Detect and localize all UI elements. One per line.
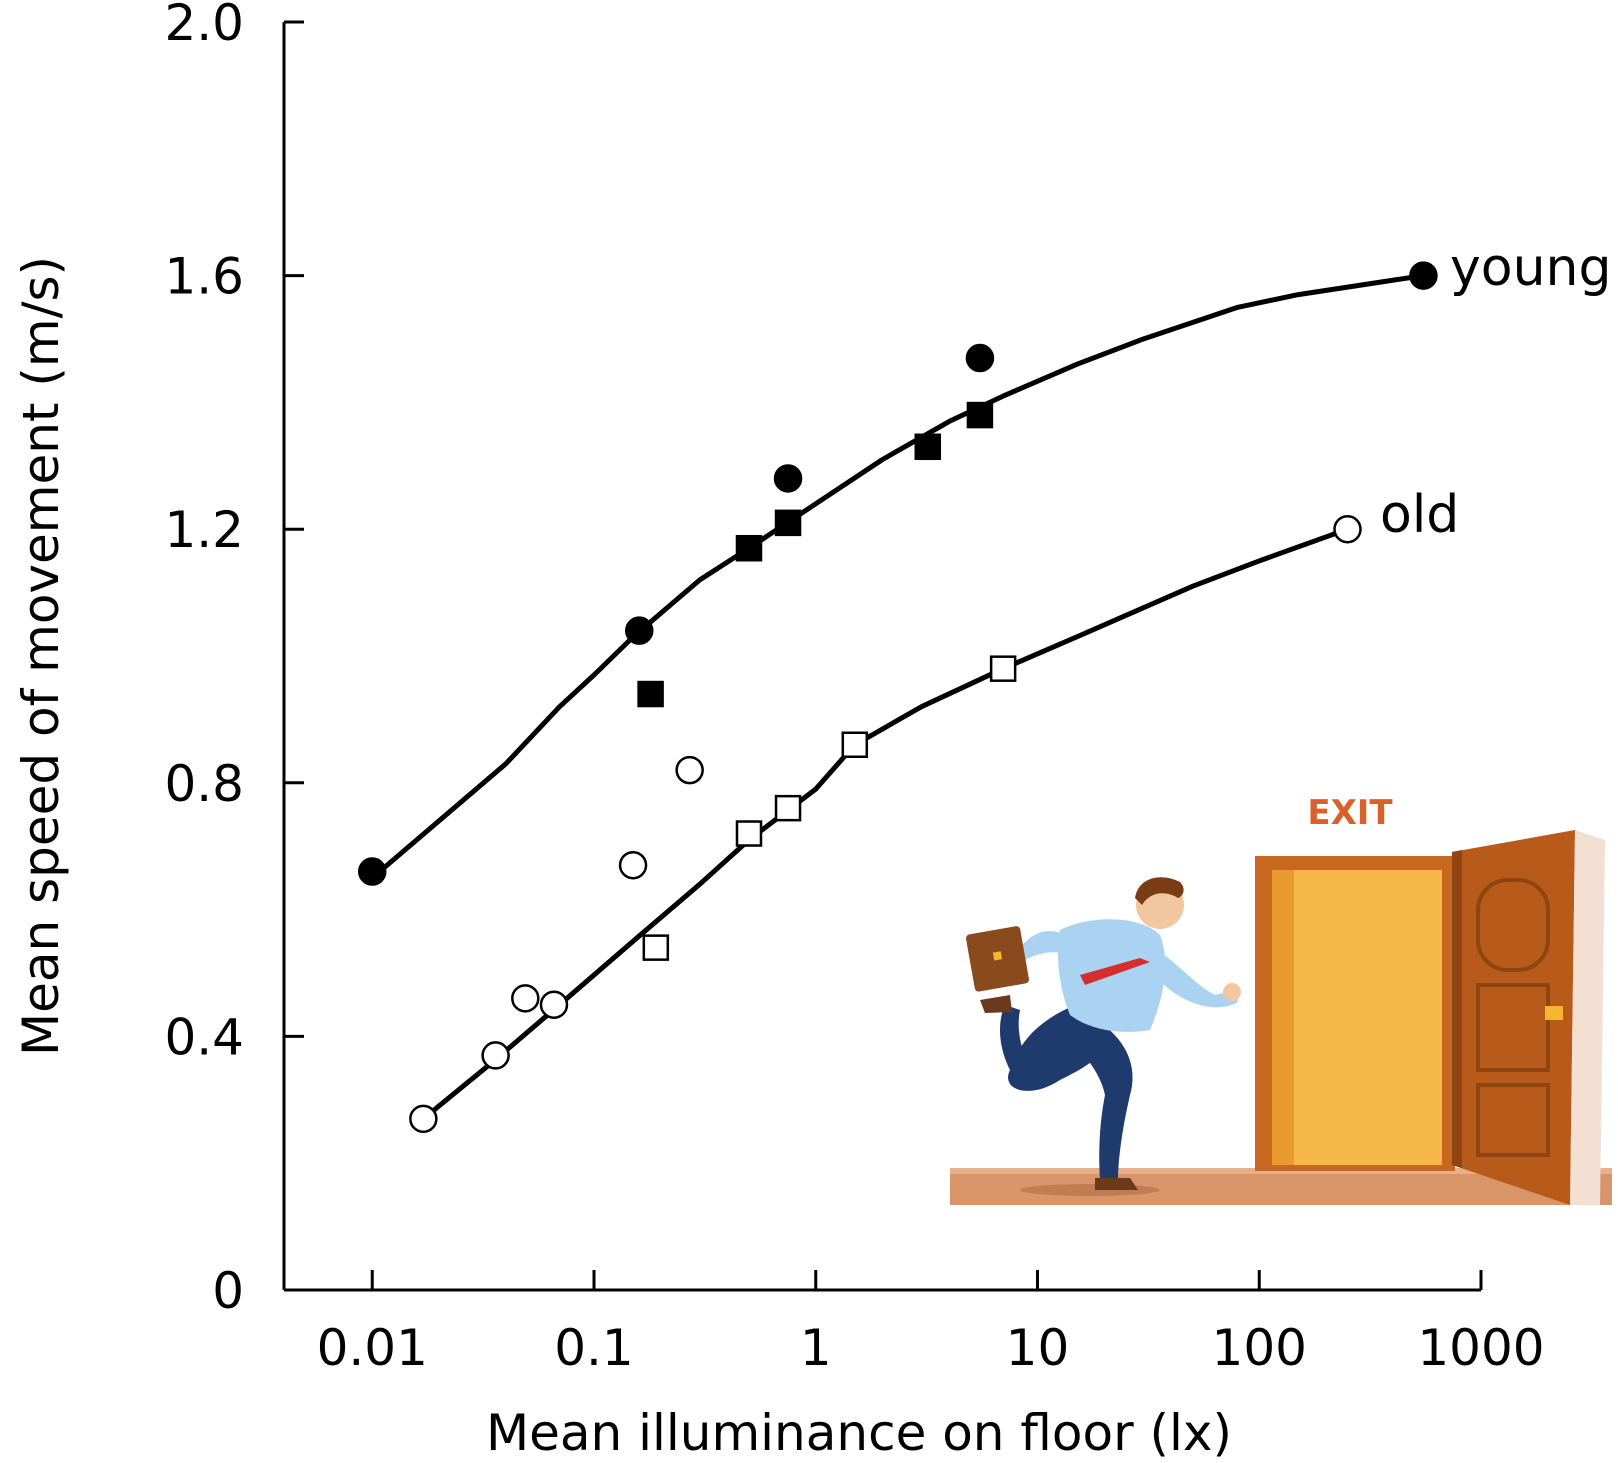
y-tick-label: 0.4	[164, 1008, 244, 1066]
y-tick-label: 1.6	[164, 248, 244, 306]
man-front-arm	[1145, 945, 1238, 1008]
briefcase-clasp	[992, 951, 1003, 961]
point-circle-young	[357, 857, 387, 886]
y-ticks: 0 0.4 0.8 1.2 1.6 2.0	[164, 0, 304, 1320]
man-back-shoe	[980, 995, 1012, 1013]
point-square-young	[966, 401, 994, 429]
point-circle-young	[625, 616, 654, 645]
point-circle-old	[409, 1104, 438, 1134]
point-square-old	[774, 794, 802, 822]
man-hair	[1135, 877, 1184, 905]
series-label-old: old	[1380, 485, 1459, 545]
point-circle-old	[511, 984, 540, 1013]
exit-illustration: EXIT	[950, 793, 1612, 1205]
running-man	[966, 877, 1241, 1196]
point-circle-old	[675, 755, 704, 785]
axes: 0 0.4 0.8 1.2 1.6 2.0 0.01 0.1 1 10 100 1000	[164, 0, 1544, 1377]
door-wall-shadow	[1570, 830, 1605, 1205]
point-circle-old	[618, 850, 648, 880]
x-tick-label: 100	[1212, 1319, 1307, 1377]
point-square-young	[774, 509, 802, 537]
man-tie	[1080, 958, 1150, 985]
door-handle	[1545, 1006, 1563, 1020]
series-layer	[357, 261, 1438, 1134]
door-leaf	[1452, 830, 1575, 1205]
door-leaf-edge	[1452, 850, 1462, 1168]
x-tick-label: 0.1	[554, 1319, 634, 1377]
point-square-young	[914, 433, 942, 461]
series-young	[357, 261, 1438, 886]
point-square-old	[735, 820, 763, 847]
point-square-old	[989, 655, 1017, 682]
y-axis-title: Mean speed of movement (m/s)	[12, 256, 70, 1056]
point-circle-old	[1333, 514, 1362, 544]
point-circle-old	[539, 990, 569, 1019]
series-old	[409, 514, 1362, 1134]
series-line-young	[370, 273, 1424, 880]
point-square-old	[642, 934, 670, 961]
door-panel-mid	[1476, 983, 1550, 1072]
door-panel-bottom	[1476, 1083, 1550, 1157]
point-circle-young	[773, 464, 803, 493]
man-torso	[1058, 919, 1166, 1032]
y-tick-label: 2.0	[164, 0, 244, 52]
point-square-old	[841, 731, 869, 759]
man-front-hand	[1223, 983, 1241, 1001]
point-circle-old	[481, 1041, 510, 1070]
series-line-old	[421, 526, 1349, 1121]
point-circle-young	[965, 343, 995, 373]
point-circle-young	[1409, 261, 1438, 290]
point-square-young	[735, 534, 763, 562]
x-ticks: 0.01 0.1 1 10 100 1000	[317, 1270, 1545, 1377]
man-front-leg	[1065, 1010, 1133, 1180]
exit-sign: EXIT	[1307, 793, 1393, 833]
man-front-shoe	[1095, 1178, 1138, 1190]
x-axis-title: Mean illuminance on floor (lx)	[486, 1404, 1232, 1462]
man-shadow	[1020, 1184, 1160, 1196]
y-tick-label: 0.8	[164, 755, 244, 813]
x-tick-label: 1	[800, 1319, 832, 1377]
door-opening	[1272, 870, 1442, 1165]
series-label-young: young	[1450, 238, 1612, 298]
point-square-young	[637, 680, 664, 708]
door-opening-shade	[1272, 870, 1294, 1165]
y-tick-label: 0	[212, 1262, 244, 1320]
x-tick-label: 10	[1006, 1319, 1070, 1377]
door-panel-top	[1476, 878, 1550, 972]
x-tick-label: 0.01	[317, 1319, 428, 1377]
y-tick-label: 1.2	[164, 501, 244, 559]
man-back-leg-lower	[1000, 1005, 1035, 1080]
x-tick-label: 1000	[1417, 1319, 1544, 1377]
man-back-arm	[1018, 930, 1068, 960]
